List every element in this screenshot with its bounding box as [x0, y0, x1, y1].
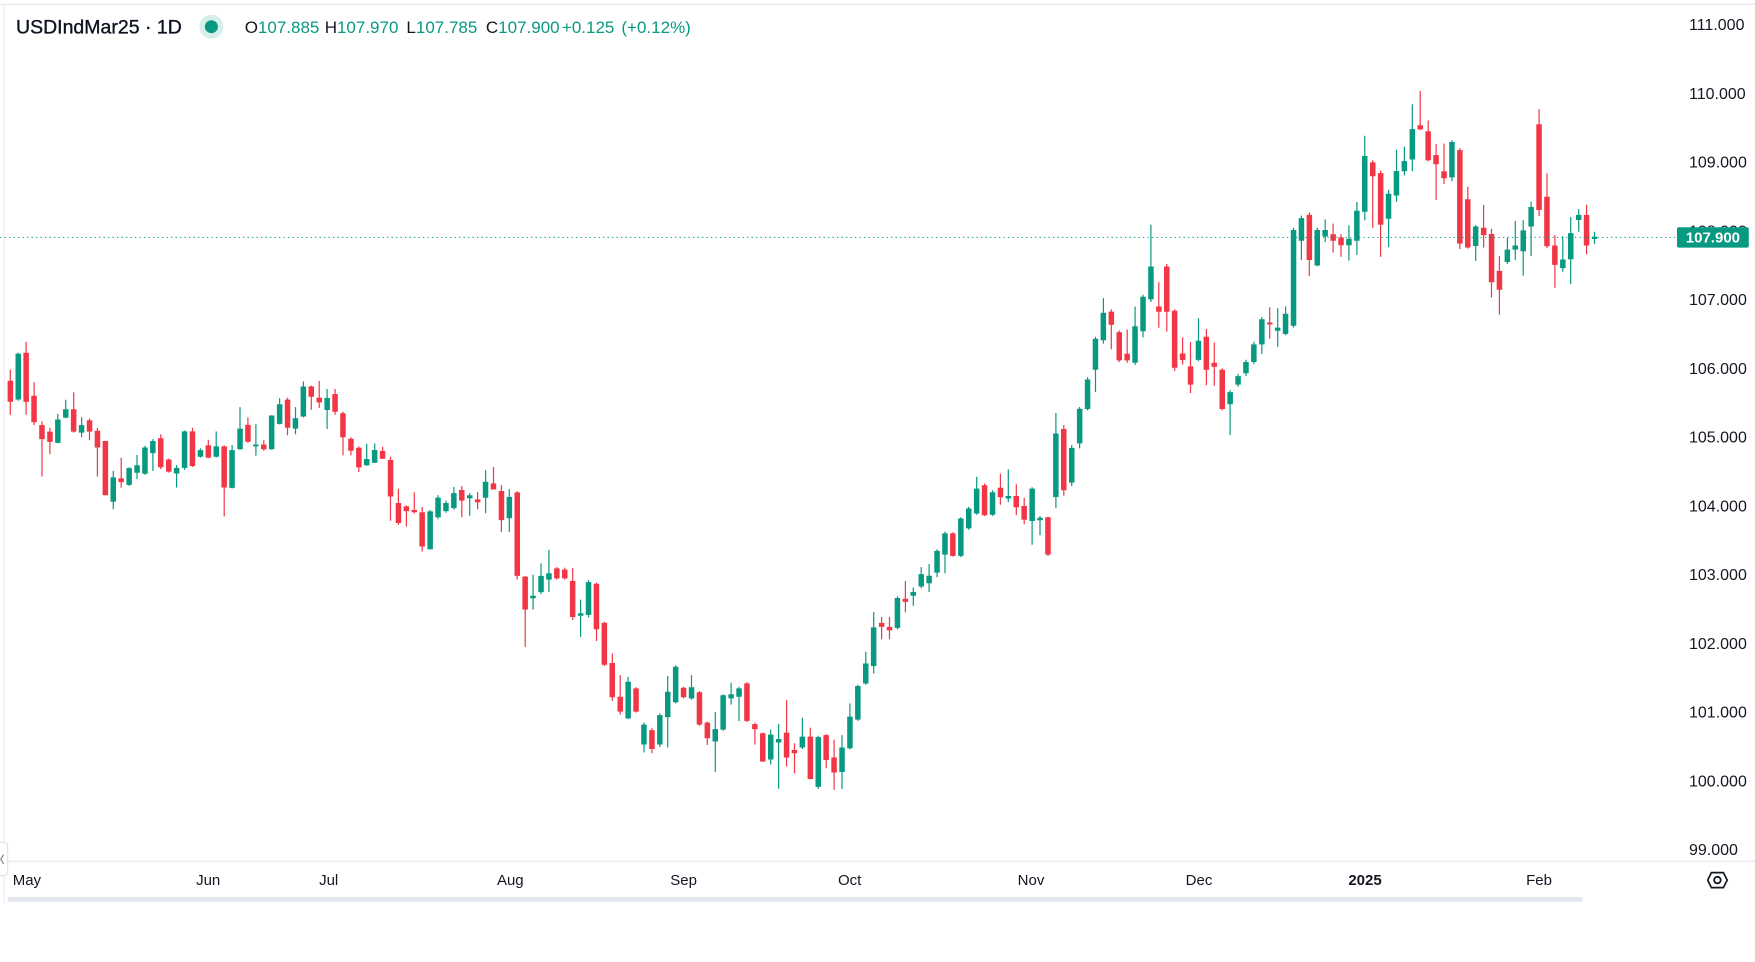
- svg-text:Feb: Feb: [1526, 872, 1552, 889]
- svg-text:Aug: Aug: [497, 872, 524, 889]
- svg-text:102.000: 102.000: [1689, 636, 1747, 653]
- svg-text:109.000: 109.000: [1689, 155, 1747, 172]
- svg-text:Jun: Jun: [196, 872, 220, 889]
- svg-text:Dec: Dec: [1186, 872, 1213, 889]
- svg-text:110.000: 110.000: [1689, 86, 1746, 103]
- svg-text:Jul: Jul: [319, 872, 338, 889]
- svg-text:Nov: Nov: [1018, 872, 1045, 889]
- svg-text:100.000: 100.000: [1689, 773, 1747, 790]
- svg-text:Sep: Sep: [670, 872, 697, 889]
- svg-text:106.000: 106.000: [1689, 361, 1747, 378]
- svg-text:Oct: Oct: [838, 872, 862, 889]
- svg-text:2025: 2025: [1348, 872, 1381, 889]
- svg-text:May: May: [13, 872, 42, 889]
- svg-text:99.000: 99.000: [1689, 842, 1738, 859]
- svg-text:104.000: 104.000: [1689, 498, 1747, 515]
- svg-text:107.900: 107.900: [1686, 230, 1740, 247]
- svg-text:101.000: 101.000: [1689, 705, 1747, 722]
- svg-text:USDIndMar25 · 1D: USDIndMar25 · 1D: [16, 17, 182, 39]
- svg-text:105.000: 105.000: [1689, 430, 1747, 447]
- svg-text:103.000: 103.000: [1689, 567, 1747, 584]
- svg-text:107.000: 107.000: [1689, 292, 1747, 309]
- svg-text:111.000: 111.000: [1689, 17, 1745, 34]
